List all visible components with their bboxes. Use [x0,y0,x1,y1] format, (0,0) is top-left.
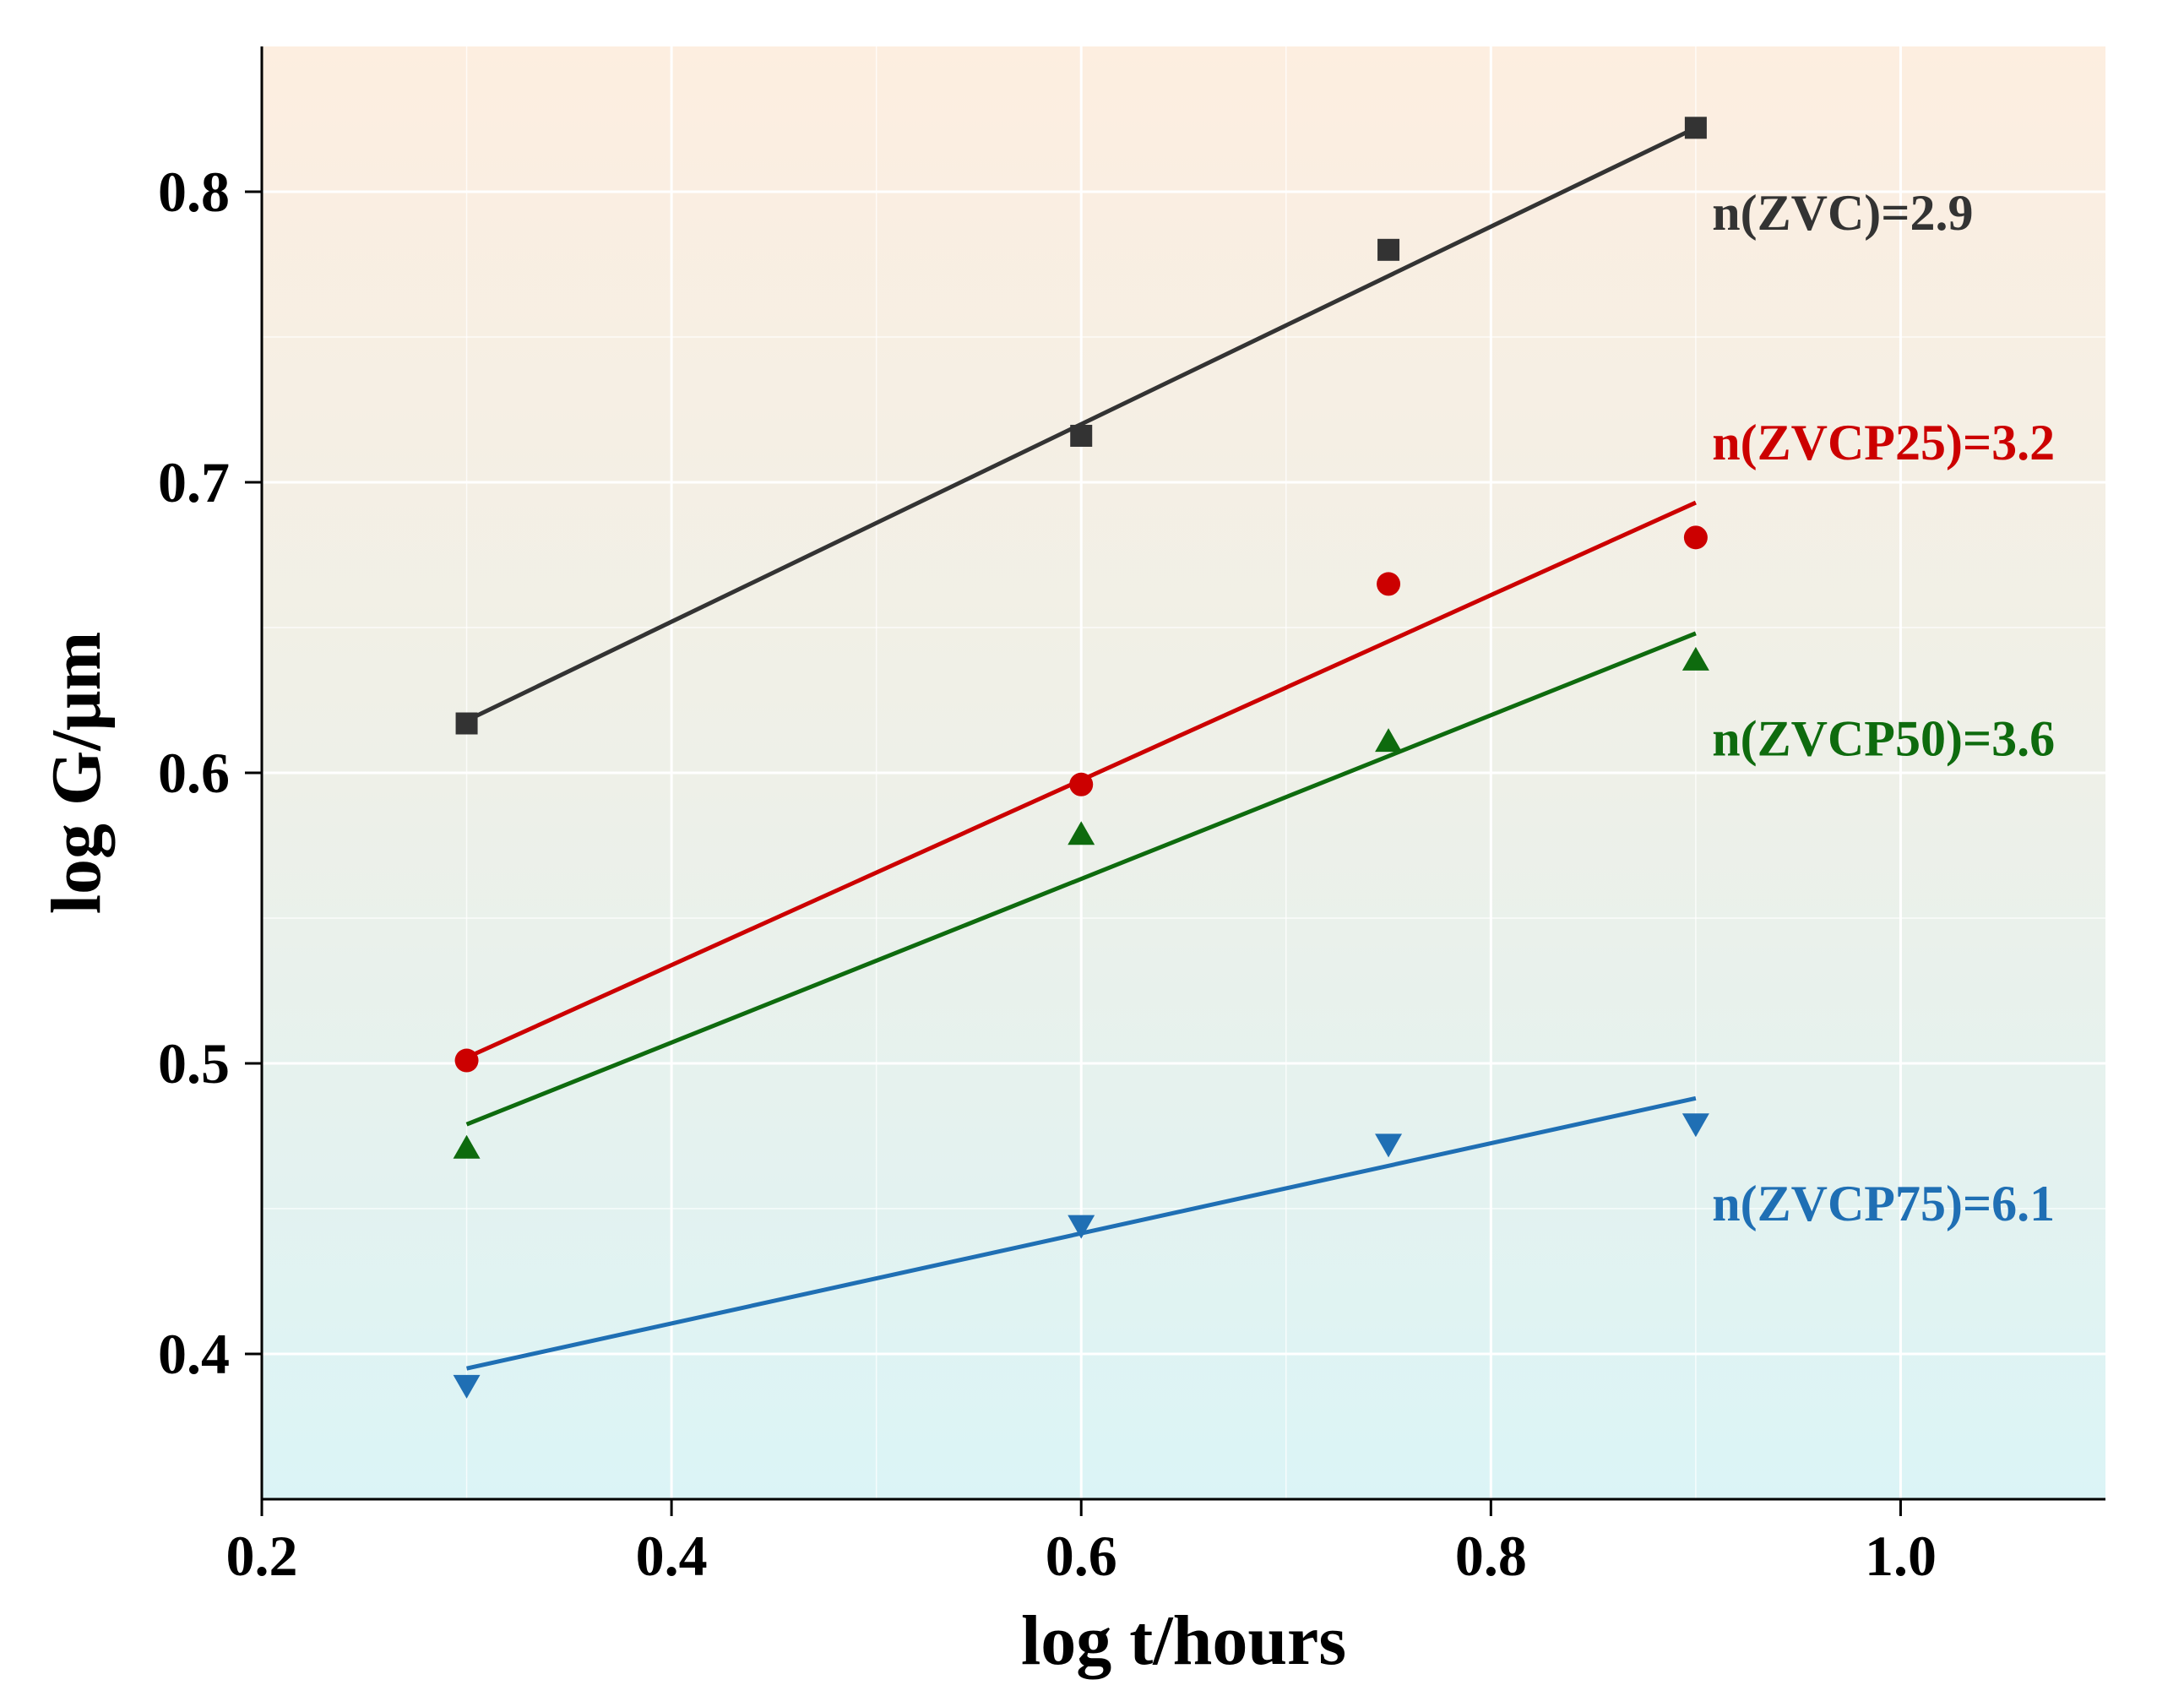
x-tick-label: 0.2 [226,1524,298,1588]
x-axis-title: log t/hours [1021,1601,1346,1680]
point-zvcp50 [1375,728,1403,753]
y-tick-label: 0.5 [158,1031,230,1095]
data-points [453,117,1709,1399]
y-tick-label: 0.6 [158,741,230,805]
series-label-zvcp25: n(ZVCP25)=3.2 [1712,415,2055,470]
x-tick-label: 1.0 [1865,1524,1937,1588]
point-zvcp25 [454,1048,479,1073]
axes: 0.2 0.4 0.6 0.8 1.0 0.4 0.5 0.6 0.7 0.8 [158,46,2105,1588]
y-tick-label: 0.4 [158,1322,230,1386]
y-tick-label: 0.8 [158,160,230,224]
point-zvc [455,712,478,735]
series-label-zvc: n(ZVC)=2.9 [1712,185,1973,241]
point-zvcp25 [1377,572,1401,596]
point-zvcp25 [1683,525,1708,550]
point-zvc [1684,117,1707,139]
point-zvcp50 [1068,821,1095,845]
x-tick-label: 0.4 [636,1524,708,1588]
series-label-zvcp75: n(ZVCP75)=6.1 [1712,1176,2055,1231]
fit-line-zvcp50 [465,631,1697,1127]
y-tick-label: 0.7 [158,450,230,514]
point-zvcp75 [453,1374,481,1399]
fit-line-zvc [465,126,1697,723]
x-tick-label: 0.6 [1046,1524,1117,1588]
point-zvc [1377,238,1400,261]
point-zvcp25 [1069,772,1094,796]
y-axis-title: log G/μm [37,632,116,915]
point-zvcp75 [1068,1215,1095,1239]
point-zvcp75 [1375,1133,1403,1158]
series-labels: n(ZVC)=2.9 n(ZVCP25)=3.2 n(ZVCP50)=3.6 n(ZV… [1712,185,2055,1231]
series-label-zvcp50: n(ZVCP50)=3.6 [1712,711,2055,767]
point-zvc [1070,424,1093,447]
point-zvcp50 [453,1134,481,1159]
x-tick-label: 0.8 [1455,1524,1527,1588]
point-zvcp75 [1681,1113,1709,1138]
point-zvcp50 [1681,646,1709,671]
